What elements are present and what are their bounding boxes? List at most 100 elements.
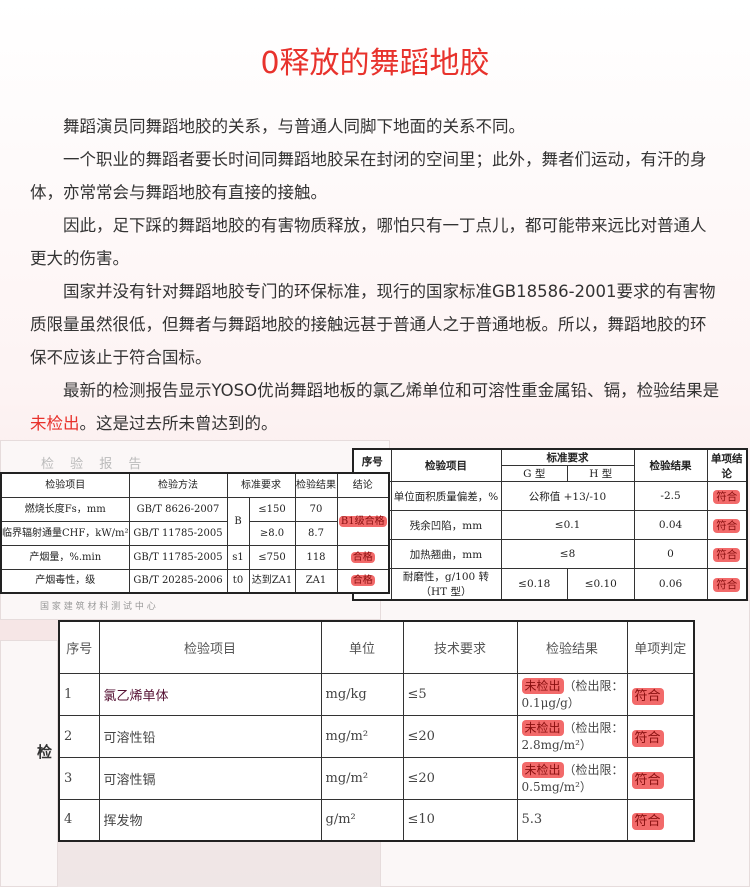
table-cell: B1级合格 bbox=[336, 496, 390, 546]
table-cell: ZA1 bbox=[294, 568, 338, 594]
table-cell: 临界辐射通量CHF，kW/m² bbox=[0, 520, 130, 546]
table-cell: ≤150 bbox=[248, 496, 296, 522]
table-cell: 残余凹陷，mm bbox=[390, 510, 502, 540]
table-cell: ≤5 bbox=[402, 672, 518, 716]
table-cell: 单位面积质量偏差，% bbox=[390, 481, 502, 511]
table-cell: ≤0.10 bbox=[567, 568, 635, 601]
text: 最新的检测报告显示YOSO优尚舞蹈地板的氯乙烯单位和可溶性重金属铅、镉，检验结果… bbox=[63, 381, 720, 400]
report-side-label: 检 bbox=[37, 743, 53, 761]
table-cell: -2.5 bbox=[633, 481, 708, 511]
table-cell: 符合 bbox=[706, 510, 748, 540]
table-cell: 8.7 bbox=[294, 520, 338, 546]
table-cell: 标准要求 bbox=[226, 472, 296, 498]
table-cell: 检验结果 bbox=[294, 472, 338, 498]
table-cell: 2 bbox=[58, 714, 100, 758]
harmful-substance-table: 序号 检验项目 单位 技术要求 检验结果 单项判定 1 氯乙烯单体 mg/kg ≤5 未检出 （检出… bbox=[58, 620, 695, 842]
table-cell: 未检出 （检出限：2.8mg/m²） bbox=[516, 714, 628, 758]
table-cell: 检验项目 bbox=[390, 448, 502, 482]
table-cell: 公称值 +13/-10 bbox=[500, 481, 635, 511]
table-header: 序号 检验项目 标准要求 检验结果 单项结论 bbox=[352, 448, 748, 482]
paragraph: 舞蹈演员同舞蹈地胶的关系，与普通人同脚下地面的关系不同。 bbox=[63, 117, 525, 136]
paragraph: 因此，足下踩的舞蹈地胶的有害物质释放，哪怕只有一丁点儿，都可能带来远比对普通人更… bbox=[30, 216, 707, 268]
table-row: 4 挥发物 g/m² ≤10 5.3 符合 bbox=[58, 798, 695, 842]
table-cell: 3 bbox=[58, 756, 100, 800]
status-badge: 未检出 bbox=[521, 720, 564, 736]
table-cell: 检验项目 bbox=[98, 620, 322, 674]
table-cell: 达到ZA1 bbox=[248, 568, 296, 594]
table-cell: 符合 bbox=[706, 481, 748, 511]
table-cell: mg/kg bbox=[320, 672, 404, 716]
table-cell: （检出限：0.1μg/g） bbox=[521, 679, 624, 710]
table-row: 残余凹陷，mm ≤0.1 0.04 符合 bbox=[352, 510, 748, 540]
table-header: 序号 检验项目 单位 技术要求 检验结果 单项判定 bbox=[58, 620, 695, 674]
table-cell: 检验结果 bbox=[516, 620, 628, 674]
table-cell: 符合 bbox=[706, 568, 748, 601]
table-cell: ≤0.18 bbox=[500, 568, 569, 601]
table-cell: 检验方法 bbox=[128, 472, 228, 498]
status-badge: 符合 bbox=[631, 687, 664, 705]
table-cell: 符合 bbox=[626, 672, 695, 716]
status-badge: 符合 bbox=[631, 771, 664, 789]
table-cell: 产烟毒性，级 bbox=[0, 568, 130, 594]
table-cell: GB/T 8626-2007 bbox=[128, 496, 228, 522]
table-cell: 0 bbox=[633, 539, 708, 569]
table-row: 临界辐射通量CHF，kW/m² GB/T 11785-2005 ≥8.0 8.7 bbox=[0, 520, 389, 546]
table-row: 产烟毒性，级 GB/T 20285-2006 t0 达到ZA1 ZA1 合格 bbox=[0, 568, 390, 594]
table-cell: s1 bbox=[226, 544, 250, 570]
table-row: 耐磨性，g/100 转（HT 型） ≤0.18 ≤0.10 0.06 符合 bbox=[352, 568, 748, 601]
table-cell: 氯乙烯单体 bbox=[98, 672, 322, 716]
table-cell: 可溶性镉 bbox=[98, 756, 322, 800]
table-cell: mg/m² bbox=[320, 756, 404, 800]
table-cell: ≤8 bbox=[500, 539, 635, 569]
status-badge: 符合 bbox=[631, 813, 664, 831]
table-row: 2 可溶性铅 mg/m² ≤20 未检出 （检出限：2.8mg/m²） 符合 bbox=[58, 714, 695, 758]
table-cell: G 型 bbox=[500, 465, 569, 482]
table-cell: ≥8.0 bbox=[248, 520, 296, 546]
table-cell: 合格 bbox=[336, 544, 390, 570]
table-cell: t0 bbox=[226, 568, 250, 594]
table-row: 单位面积质量偏差，% 公称值 +13/-10 -2.5 符合 bbox=[352, 481, 748, 511]
table-header: 检验项目 检验方法 标准要求 检验结果 结论 bbox=[0, 472, 390, 498]
table-cell: （检出限：2.8mg/m²） bbox=[521, 721, 624, 752]
status-badge: 符合 bbox=[713, 518, 741, 533]
table-cell: 0.04 bbox=[633, 510, 708, 540]
table-cell: 4 bbox=[58, 798, 100, 842]
table-row: 加热翘曲，mm ≤8 0 符合 bbox=[352, 539, 748, 569]
table-cell: 可溶性铅 bbox=[98, 714, 322, 758]
table-cell: 1 bbox=[58, 672, 100, 716]
status-badge: 未检出 bbox=[521, 762, 564, 778]
paragraph: 一个职业的舞蹈者要长时间同舞蹈地胶呆在封闭的空间里；此外，舞者们运动，有汗的身体… bbox=[30, 150, 707, 202]
table-cell: 加热翘曲，mm bbox=[390, 539, 502, 569]
table-cell: 未检出 （检出限：0.5mg/m²） bbox=[516, 756, 628, 800]
status-badge: 合格 bbox=[350, 575, 375, 587]
table-cell: GB/T 20285-2006 bbox=[128, 568, 228, 594]
table-cell: 未检出 （检出限：0.1μg/g） bbox=[516, 672, 628, 716]
table-cell: 符合 bbox=[626, 714, 695, 758]
paragraph: 最新的检测报告显示YOSO优尚舞蹈地板的氯乙烯单位和可溶性重金属铅、镉，检验结果… bbox=[30, 374, 720, 440]
table-cell: 标准要求 bbox=[500, 448, 635, 466]
table-row: 产烟量，%.min GB/T 11785-2005 s1 ≤750 118 合格 bbox=[0, 544, 390, 570]
table-cell: 单位 bbox=[320, 620, 404, 674]
report-footer: 国 家 建 筑 材 料 测 试 中 心 bbox=[40, 602, 156, 612]
table-cell: 检验项目 bbox=[0, 472, 130, 498]
table-cell: 结论 bbox=[336, 472, 390, 498]
table-cell: ≤20 bbox=[402, 714, 518, 758]
status-badge: 符合 bbox=[631, 729, 664, 747]
table-cell: 符合 bbox=[706, 539, 748, 569]
page-title: 0释放的舞蹈地胶 bbox=[260, 46, 490, 81]
table-cell: 技术要求 bbox=[402, 620, 518, 674]
table-row: 3 可溶性镉 mg/m² ≤20 未检出 （检出限：0.5mg/m²） 符合 bbox=[58, 756, 695, 800]
table-cell: 耐磨性，g/100 转（HT 型） bbox=[390, 568, 502, 601]
table-cell: 燃烧长度Fs，mm bbox=[0, 496, 130, 522]
status-badge: 合格 bbox=[350, 551, 375, 563]
table-cell: （检出限：0.5mg/m²） bbox=[521, 763, 624, 794]
table-cell: B bbox=[226, 496, 250, 546]
text: 。这是过去所未曾达到的。 bbox=[79, 414, 278, 433]
table-cell: 单项判定 bbox=[626, 620, 695, 674]
table-cell: 70 bbox=[294, 496, 338, 522]
table-cell: 序号 bbox=[58, 620, 100, 674]
table-row: 1 氯乙烯单体 mg/kg ≤5 未检出 （检出限：0.1μg/g） 符合 bbox=[58, 672, 695, 716]
table-cell: 符合 bbox=[626, 756, 695, 800]
article-body: 舞蹈演员同舞蹈地胶的关系，与普通人同脚下地面的关系不同。 一个职业的舞蹈者要长时… bbox=[30, 110, 720, 440]
report-caption: 检 验 报 告 bbox=[41, 457, 148, 472]
